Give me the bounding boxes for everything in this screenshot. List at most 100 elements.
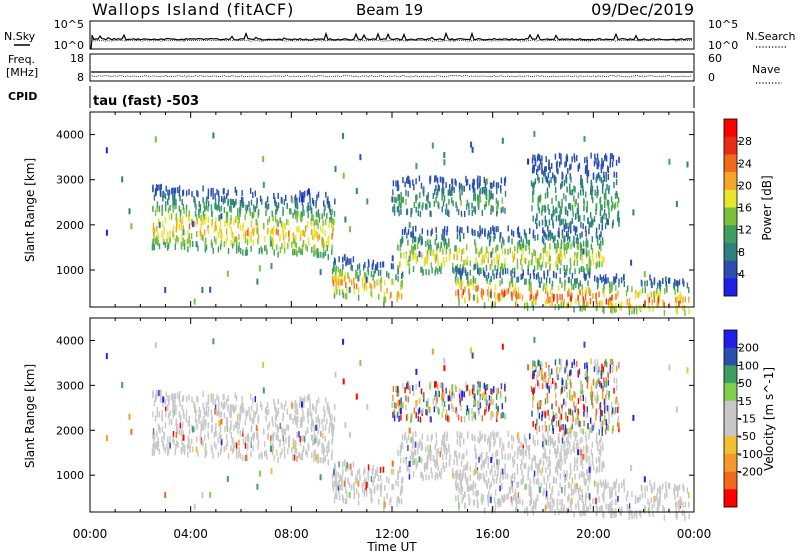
power-cell	[157, 235, 160, 242]
velocity-cell	[490, 414, 492, 421]
velocity-cell	[549, 448, 551, 455]
velocity-cell	[427, 444, 429, 451]
velocity-cell	[538, 426, 541, 432]
power-cell	[344, 275, 347, 282]
power-cell	[601, 256, 604, 263]
power-cell	[152, 205, 154, 212]
power-cell	[413, 236, 416, 243]
velocity-cell	[365, 490, 368, 497]
power-cell	[674, 289, 676, 296]
velocity-cell	[587, 474, 589, 481]
power-cell	[334, 269, 337, 276]
power-cell	[521, 242, 524, 249]
velocity-cell	[549, 482, 551, 489]
power-cell	[594, 275, 596, 282]
velocity-cell	[210, 409, 213, 416]
power-cell	[463, 232, 465, 239]
velocity-cell	[474, 468, 477, 475]
velocity-cell	[329, 409, 331, 416]
velocity-cell	[667, 482, 670, 489]
power-cell	[513, 271, 516, 278]
power-cell	[502, 263, 504, 270]
velocity-cell	[564, 490, 566, 496]
power-cell	[583, 198, 585, 205]
power-cell	[494, 297, 497, 304]
power-cell	[448, 254, 451, 261]
power-cell	[596, 192, 598, 198]
velocity-cell	[332, 427, 334, 434]
velocity-cell	[227, 453, 230, 460]
power-cell	[442, 248, 444, 255]
power-cell	[570, 227, 572, 234]
power-cell	[185, 190, 188, 197]
power-cell	[277, 202, 280, 209]
velocity-cell	[230, 445, 232, 452]
power-cell	[256, 219, 258, 226]
power-cell	[449, 184, 451, 190]
power-cell	[618, 301, 620, 308]
power-cell	[545, 219, 548, 226]
power-cell	[516, 247, 519, 254]
power-cell	[531, 205, 533, 212]
velocity-cell	[187, 420, 190, 427]
velocity-cell	[554, 392, 557, 399]
velocity-cell	[443, 440, 446, 447]
velocity-cell	[570, 395, 572, 402]
power-cell	[367, 269, 370, 276]
velocity-x-ticks: 00:00 04:00 08:00 12:00 16:00 20:00 00:00	[73, 318, 711, 541]
velocity-cell	[606, 423, 608, 430]
velocity-cell	[426, 455, 429, 462]
power-cell	[499, 185, 502, 191]
velocity-cell	[674, 501, 677, 508]
velocity-cell	[215, 430, 217, 437]
power-cell	[425, 203, 427, 210]
velocity-cell	[163, 444, 165, 451]
velocity-cell	[167, 395, 169, 402]
power-cell	[549, 277, 551, 284]
velocity-cell	[465, 409, 468, 416]
velocity-cell	[461, 474, 463, 481]
velocity-cell	[499, 485, 501, 492]
power-cell	[152, 238, 154, 245]
velocity-cell	[618, 506, 620, 513]
velocity-cell	[623, 486, 626, 493]
power-cell	[398, 200, 400, 207]
velocity-cell	[307, 407, 309, 414]
power-cell	[559, 277, 561, 284]
velocity-cell	[575, 483, 577, 490]
colorbar-tick-label: -100	[738, 448, 763, 461]
velocity-cell	[603, 398, 606, 405]
velocity-cell	[584, 478, 586, 485]
velocity-cell	[370, 489, 373, 496]
velocity-cell	[323, 414, 325, 421]
power-cell	[595, 232, 598, 239]
power-cell	[397, 194, 400, 201]
velocity-colorbar-swatch	[724, 400, 737, 419]
velocity-cell	[606, 405, 609, 412]
colorbar-tick-label: 16	[738, 202, 752, 215]
power-cell	[263, 245, 266, 252]
velocity-cell	[246, 444, 249, 451]
power-cell	[295, 202, 297, 209]
velocity-cell	[610, 401, 613, 408]
velocity-cell	[453, 392, 455, 399]
velocity-cell	[246, 435, 248, 442]
velocity-cell	[412, 437, 415, 444]
power-cell	[408, 255, 411, 262]
velocity-cell	[342, 469, 344, 475]
power-cell	[586, 200, 589, 207]
power-cell	[277, 221, 279, 227]
power-cell	[202, 235, 204, 241]
power-cell	[397, 291, 400, 297]
power-cell	[413, 184, 415, 191]
velocity-cell	[408, 427, 411, 434]
power-cell	[549, 255, 551, 262]
power-cell	[481, 293, 484, 300]
velocity-cell	[462, 494, 464, 501]
velocity-cell	[234, 441, 236, 448]
power-cell	[617, 211, 619, 218]
power-cell	[591, 217, 593, 224]
power-cell	[430, 211, 432, 217]
velocity-cell	[240, 402, 243, 409]
power-cell	[204, 218, 206, 224]
